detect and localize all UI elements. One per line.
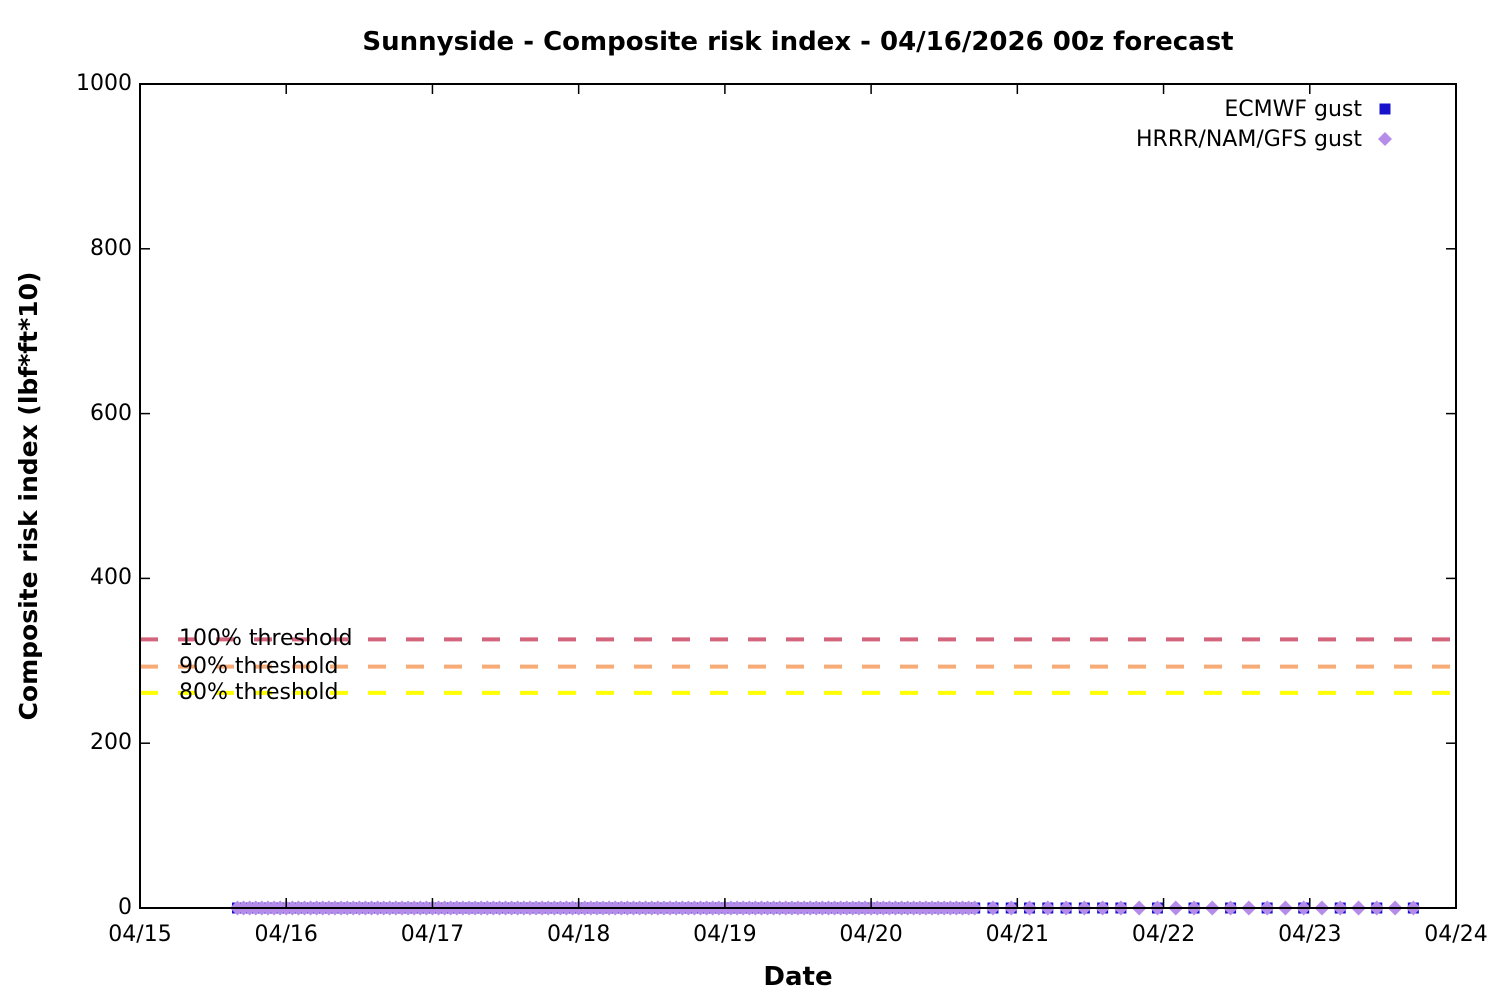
y-tick-label: 600 xyxy=(90,400,132,426)
x-tick-label: 04/22 xyxy=(1131,922,1196,947)
x-axis-title: Date xyxy=(763,962,833,992)
threshold-label: 90% threshold xyxy=(179,653,339,679)
x-tick-label: 04/19 xyxy=(693,922,757,947)
x-tick-label: 04/20 xyxy=(839,922,903,947)
threshold-label: 100% threshold xyxy=(179,626,353,652)
legend-label: ECMWF gust xyxy=(1224,96,1362,122)
x-tick-label: 04/18 xyxy=(546,922,611,947)
legend-item: ECMWF gust xyxy=(908,94,1408,124)
legend: ECMWF gust HRRR/NAM/GFS gust xyxy=(908,94,1408,154)
chart-title: Sunnyside - Composite risk index - 04/16… xyxy=(362,27,1234,57)
plot-border xyxy=(139,83,1457,909)
threshold-label: 80% threshold xyxy=(179,679,339,705)
diamond-marker-icon xyxy=(1362,124,1408,154)
x-tick-label: 04/16 xyxy=(254,922,318,947)
square-marker-icon xyxy=(1362,94,1408,124)
x-tick-label: 04/15 xyxy=(108,922,172,947)
y-tick-label: 200 xyxy=(90,730,132,756)
x-tick-label: 04/21 xyxy=(985,922,1050,947)
x-tick-label: 04/24 xyxy=(1424,922,1488,947)
x-tick-label: 04/17 xyxy=(400,922,465,947)
y-tick-label: 800 xyxy=(90,235,132,261)
x-tick-label: 04/23 xyxy=(1278,922,1342,947)
y-tick-label: 1000 xyxy=(76,71,132,96)
legend-item: HRRR/NAM/GFS gust xyxy=(908,124,1408,154)
y-tick-label: 0 xyxy=(118,895,132,920)
legend-label: HRRR/NAM/GFS gust xyxy=(1136,126,1362,152)
y-tick-label: 400 xyxy=(90,565,132,591)
